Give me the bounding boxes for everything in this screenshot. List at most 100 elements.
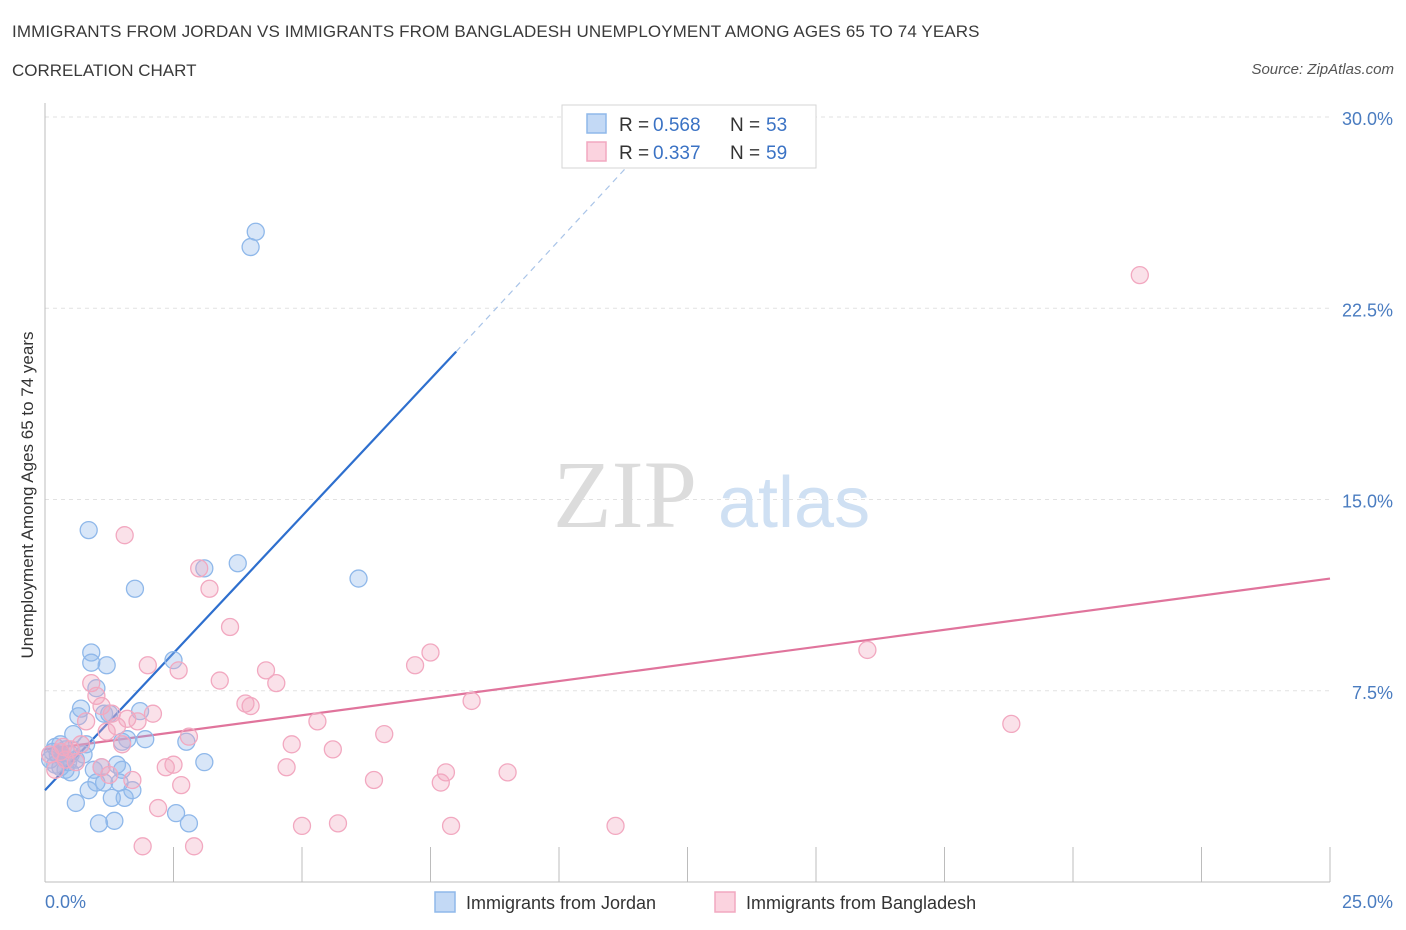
point-jordan-47 xyxy=(177,732,196,751)
point-bangladesh-26 xyxy=(172,775,191,795)
y-tick-label: 7.5% xyxy=(1352,683,1393,703)
legend-swatch-jordan xyxy=(586,113,607,134)
y-tick-label: 15.0% xyxy=(1342,492,1393,512)
point-bangladesh-47 xyxy=(431,773,450,792)
source-label: Source: ZipAtlas.com xyxy=(1251,61,1394,78)
point-bangladesh-6 xyxy=(71,735,91,754)
point-bangladesh-19 xyxy=(133,837,152,856)
point-bangladesh-32 xyxy=(220,617,240,637)
point-jordan-52 xyxy=(241,237,260,257)
point-bangladesh-18 xyxy=(128,712,147,731)
y-tick-label: 30.0% xyxy=(1342,109,1393,129)
legend-n-value-bangladesh: 59 xyxy=(766,143,787,164)
point-bangladesh-54 xyxy=(1002,714,1021,734)
point-bangladesh-58 xyxy=(92,758,111,777)
point-bangladesh-22 xyxy=(148,798,168,818)
point-jordan-26 xyxy=(87,679,106,698)
data-points xyxy=(40,222,1149,856)
point-jordan-51 xyxy=(228,554,247,573)
point-bangladesh-40 xyxy=(308,712,327,731)
point-bangladesh-52 xyxy=(606,816,625,836)
point-bangladesh-27 xyxy=(179,727,199,746)
point-jordan-14 xyxy=(66,793,85,813)
point-bangladesh-53 xyxy=(858,640,877,660)
point-jordan-50 xyxy=(195,559,214,578)
point-jordan-21 xyxy=(79,520,98,540)
point-bangladesh-36 xyxy=(267,673,286,693)
point-jordan-48 xyxy=(179,814,199,833)
point-bangladesh-12 xyxy=(100,765,119,785)
legend-r-label-bangladesh: R = xyxy=(619,143,649,164)
watermark-zip: ZIP xyxy=(553,441,697,548)
point-bangladesh-34 xyxy=(241,696,260,716)
legend-r-value-jordan: 0.568 xyxy=(653,115,701,136)
series-legend-swatch-jordan xyxy=(434,891,456,913)
x-tick-labels: 0.0% 25.0% xyxy=(45,892,1393,912)
point-bangladesh-9 xyxy=(87,686,106,705)
point-bangladesh-41 xyxy=(323,740,342,759)
point-jordan-42 xyxy=(125,579,145,598)
point-bangladesh-21 xyxy=(143,704,163,723)
point-jordan-40 xyxy=(118,730,137,749)
legend-r-value-bangladesh: 0.337 xyxy=(653,143,701,164)
point-jordan-54 xyxy=(349,569,368,588)
point-bangladesh-15 xyxy=(112,735,132,754)
trend-line-jordan xyxy=(44,350,458,791)
point-bangladesh-11 xyxy=(97,722,116,741)
legend-swatch-bangladesh xyxy=(586,141,607,162)
stats-legend: R = 0.568 N = 53 R = 0.337 N = 59 xyxy=(561,104,817,169)
legend-n-value-jordan: 53 xyxy=(766,115,787,136)
watermark-atlas: atlas xyxy=(718,463,870,543)
point-jordan-20 xyxy=(79,781,98,800)
x-tick-label-min: 0.0% xyxy=(45,892,86,912)
chart-title: IMMIGRANTS FROM JORDAN VS IMMIGRANTS FRO… xyxy=(12,22,980,41)
y-axis-label: Unemployment Among Ages 65 to 74 years xyxy=(18,332,37,659)
point-bangladesh-28 xyxy=(184,837,204,856)
point-bangladesh-35 xyxy=(256,661,276,680)
point-bangladesh-50 xyxy=(462,691,481,711)
x-tick-label-max: 25.0% xyxy=(1342,892,1393,912)
point-jordan-46 xyxy=(166,804,186,823)
series-legend-label-bangladesh: Immigrants from Bangladesh xyxy=(746,893,976,913)
point-bangladesh-51 xyxy=(498,763,517,782)
point-bangladesh-25 xyxy=(169,661,188,680)
point-bangladesh-5 xyxy=(66,753,85,772)
point-bangladesh-56 xyxy=(115,526,134,545)
point-bangladesh-43 xyxy=(364,770,384,790)
point-bangladesh-20 xyxy=(138,656,157,675)
point-bangladesh-49 xyxy=(441,816,461,836)
point-bangladesh-44 xyxy=(375,724,394,744)
point-bangladesh-17 xyxy=(123,770,142,790)
point-bangladesh-46 xyxy=(421,643,440,662)
point-bangladesh-30 xyxy=(200,579,219,598)
point-bangladesh-24 xyxy=(164,755,183,774)
point-bangladesh-39 xyxy=(292,816,312,836)
point-bangladesh-45 xyxy=(405,656,425,675)
point-jordan-41 xyxy=(123,781,142,800)
point-bangladesh-38 xyxy=(282,735,301,754)
point-jordan-22 xyxy=(82,653,101,672)
point-jordan-39 xyxy=(115,788,134,807)
point-bangladesh-31 xyxy=(210,671,229,690)
legend-n-label-bangladesh: N = xyxy=(730,143,760,164)
point-bangladesh-48 xyxy=(436,763,456,782)
point-bangladesh-14 xyxy=(107,717,127,736)
point-jordan-31 xyxy=(97,656,116,675)
legend-n-label-jordan: N = xyxy=(730,115,760,136)
axes xyxy=(44,103,1331,883)
point-bangladesh-10 xyxy=(92,696,111,716)
point-jordan-49 xyxy=(195,753,214,772)
series-legend-label-jordan: Immigrants from Jordan xyxy=(466,893,656,913)
series-legend: Immigrants from Jordan Immigrants from B… xyxy=(434,891,976,913)
legend-r-label-jordan: R = xyxy=(619,115,649,136)
point-bangladesh-57 xyxy=(53,737,73,756)
trend-line-bangladesh xyxy=(44,577,1331,751)
point-bangladesh-42 xyxy=(328,814,348,833)
point-jordan-23 xyxy=(82,643,101,662)
point-jordan-53 xyxy=(246,222,265,241)
point-bangladesh-37 xyxy=(277,758,296,777)
point-jordan-44 xyxy=(136,730,155,749)
trend-line-jordan-extension xyxy=(455,167,627,353)
point-jordan-33 xyxy=(102,788,121,807)
